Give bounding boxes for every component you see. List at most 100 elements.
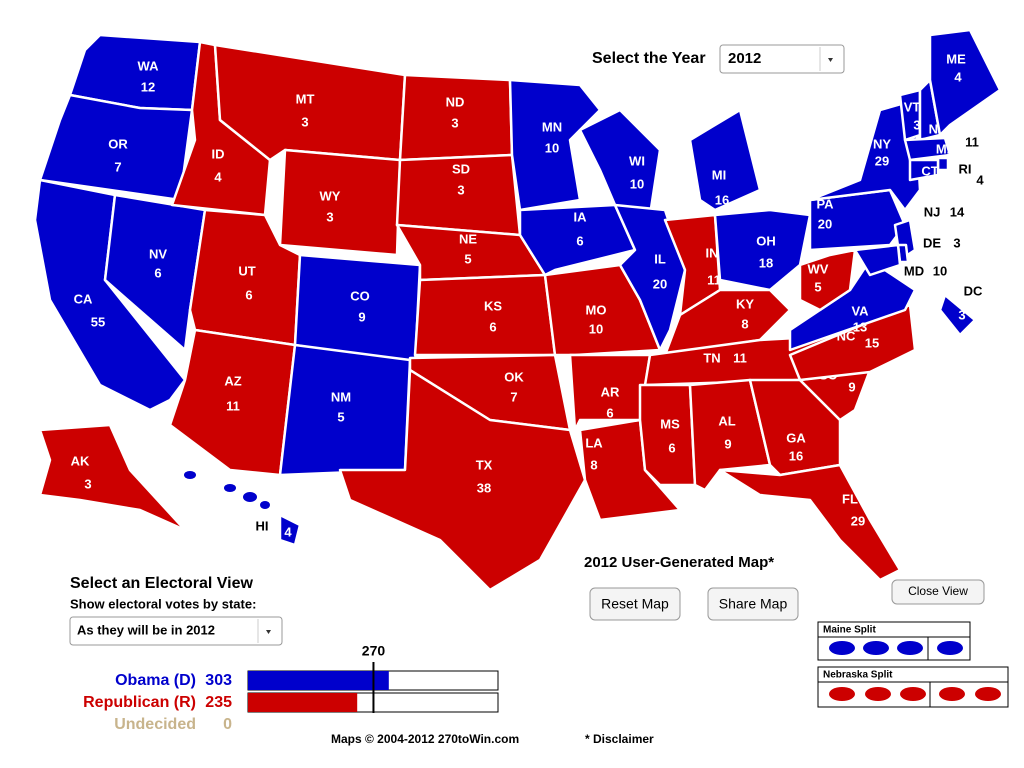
button[interactable] [589,587,681,621]
nebraska-split: Nebraska Split [817,666,1009,708]
state[interactable] [713,208,812,292]
select-box[interactable] [69,616,283,646]
state[interactable] [898,88,922,142]
button-label: Share Map [719,596,788,612]
state-votes: 9 [724,436,731,451]
button[interactable] [707,587,799,621]
state-abbr: HI [256,518,269,533]
view-subtitle: Show electoral votes by state: [70,596,256,611]
party-name: Undecided [114,716,196,733]
state-votes: 38 [477,480,491,495]
state[interactable] [908,158,940,182]
state-votes: 18 [759,255,773,270]
state-abbr: SD [452,161,470,176]
state-abbr: DC [964,283,983,298]
select-box[interactable] [719,44,845,74]
vote-bar [248,671,389,690]
state[interactable] [568,353,652,432]
split-vote[interactable] [829,687,855,701]
state-abbr: LA [585,435,603,450]
state-abbr: OK [504,369,524,384]
share-button[interactable]: Share Map [707,587,799,621]
state[interactable] [798,248,857,312]
island [260,501,270,509]
state-votes: 6 [668,440,675,455]
state-abbr: NY [873,136,891,151]
state[interactable] [853,243,902,277]
split-vote[interactable] [937,641,963,655]
state-abbr: AK [71,453,90,468]
state[interactable] [338,368,587,592]
select-value: 2012 [728,50,761,67]
state-abbr: CA [74,291,93,306]
split-vote[interactable] [897,641,923,655]
state[interactable] [688,108,762,212]
map-title: 2012 User-Generated Map* [584,554,774,571]
state-votes: 3 [301,114,308,129]
state-votes: 15 [865,335,879,350]
state[interactable] [278,148,402,257]
state-votes: 5 [464,251,471,266]
state-votes: 5 [814,279,821,294]
state-abbr: MN [542,119,562,134]
state[interactable] [938,293,977,337]
state-votes: 10 [933,263,947,278]
state[interactable] [638,383,697,487]
threshold-label: 270 [362,643,386,659]
state-abbr: KY [736,296,754,311]
state-votes: 29 [851,513,865,528]
split-vote[interactable] [829,641,855,655]
year-select[interactable]: 2012 [719,44,845,74]
state-votes: 6 [154,265,161,280]
state[interactable] [278,343,412,477]
state-abbr: AL [718,413,735,428]
state-abbr: MO [586,302,607,317]
state[interactable] [38,423,187,532]
state-votes: 29 [875,153,889,168]
state-abbr: KS [484,298,502,313]
state-votes: 55 [91,314,105,329]
map: WA12OR7CA55NV6ID4MT3WY3UT6AZ11CO9NM5ND3S… [33,28,1002,592]
party-votes: 303 [205,672,232,689]
split-vote[interactable] [863,641,889,655]
state-votes: 14 [950,204,965,219]
party-name: Obama (D) [115,672,196,689]
split-label: Nebraska Split [823,670,893,681]
state[interactable] [936,156,950,172]
state[interactable] [413,273,557,357]
split-vote[interactable] [975,687,1001,701]
state[interactable] [508,78,602,212]
state-abbr: NV [149,246,167,261]
view-select[interactable]: As they will be in 2012 [69,616,283,646]
state[interactable] [903,136,952,162]
state-votes: 3 [457,182,464,197]
state-votes: 6 [489,319,496,334]
state-votes: 10 [589,321,603,336]
button[interactable] [891,579,985,605]
disclaimer[interactable]: * Disclaimer [585,732,654,746]
state-abbr: TN [703,350,720,365]
split-vote[interactable] [900,687,926,701]
state[interactable] [578,108,662,217]
state[interactable] [278,513,302,547]
state-votes: 12 [141,79,155,94]
island [184,471,196,479]
state-abbr: DE [923,235,941,250]
state-abbr: WI [629,153,645,168]
state-votes: 4 [214,169,222,184]
state-abbr: MA [936,141,957,156]
reset-button[interactable]: Reset Map [589,587,681,621]
state-votes: 9 [358,309,365,324]
close-button[interactable]: Close View [891,579,985,605]
state-abbr: NM [331,389,351,404]
split-vote[interactable] [865,687,891,701]
state-abbr: AZ [224,373,241,388]
state[interactable] [718,463,902,582]
state-abbr: NJ [924,204,941,219]
state[interactable] [928,28,1002,137]
state-votes: 3 [953,235,960,250]
state-abbr: CT [921,163,938,178]
year-label: Select the Year [592,50,706,67]
maine-split: Maine Split [817,621,971,661]
split-vote[interactable] [939,687,965,701]
